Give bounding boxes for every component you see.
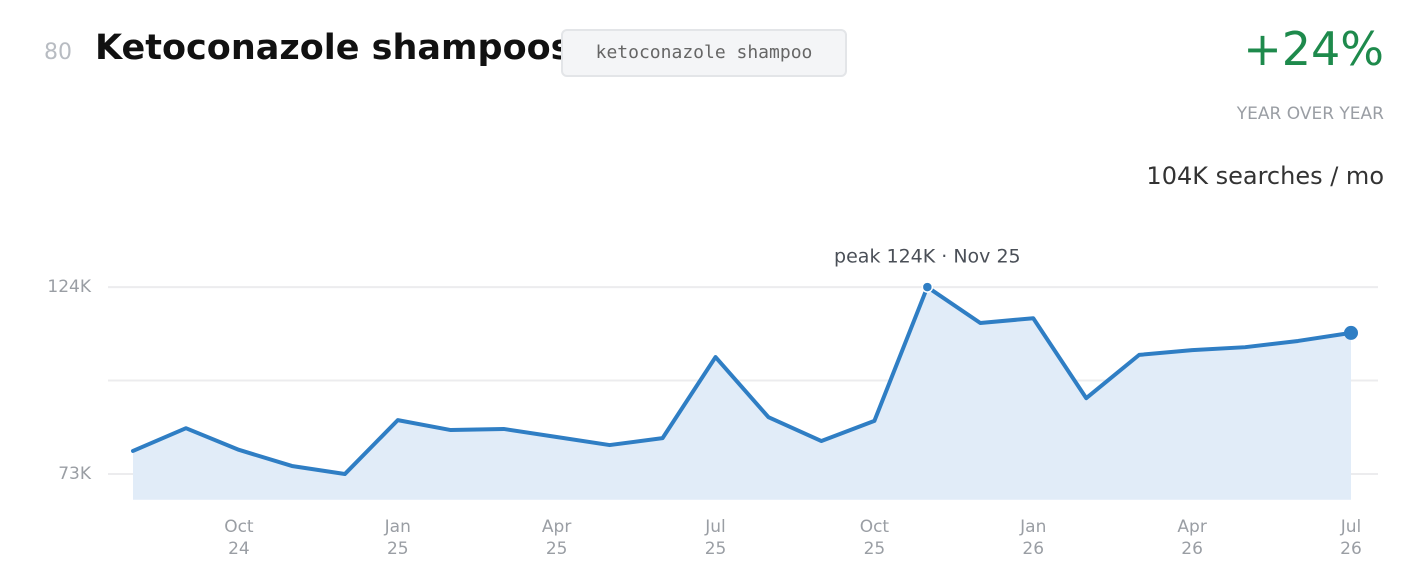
y-tick-label: 73K [58,464,92,484]
change: +24% [1243,22,1384,76]
annotation: peak 124K · Nov 25 [834,246,1021,268]
volume: 104K searches / mo [1146,162,1384,190]
change-label: YEAR OVER YEAR [1236,104,1384,124]
x-tick-label: Oct 25 [859,517,890,559]
peak-dot [921,281,934,293]
x-tick-label: Apr 25 [541,517,572,559]
title: Ketoconazole shampoos [95,28,572,68]
x-tick-label: Jan 25 [384,517,411,559]
keyword-tag[interactable]: ketoconazole shampoo [561,29,847,77]
x-tick-label: Oct 24 [224,517,254,559]
x-tick-label: Jul 25 [704,517,727,559]
line [131,285,1353,477]
x-tick-label: Jan 26 [1020,517,1047,559]
end-dot [1344,325,1358,340]
rank: 80 [44,40,72,65]
y-tick-label: 124K [47,277,91,297]
x-tick-label: Apr 26 [1177,517,1207,559]
x-tick-label: Jul 26 [1340,517,1362,559]
